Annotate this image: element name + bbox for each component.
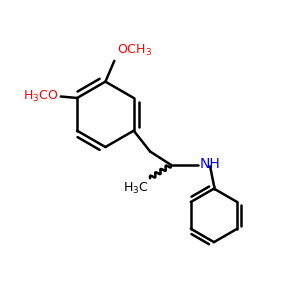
Text: NH: NH (200, 157, 221, 171)
Text: H$_3$CO: H$_3$CO (23, 89, 59, 104)
Text: H$_3$C: H$_3$C (123, 181, 148, 196)
Text: OCH$_3$: OCH$_3$ (117, 44, 152, 59)
